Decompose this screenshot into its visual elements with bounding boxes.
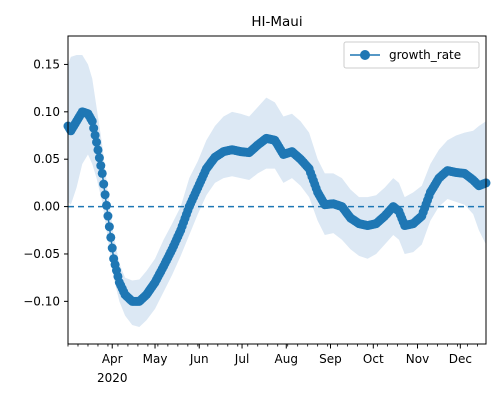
plot-frame [67, 35, 487, 345]
data-point [104, 222, 114, 232]
x-tick-label: Nov [406, 352, 429, 366]
data-point [90, 130, 100, 140]
x-tick-label: Oct [363, 352, 384, 366]
x-tick-label: May [143, 352, 168, 366]
plot-area [63, 54, 491, 327]
y-tick-label: 0.10 [33, 105, 60, 119]
x-tick-label: Apr [102, 352, 123, 366]
data-point [107, 243, 117, 253]
y-tick-label: −0.05 [23, 247, 60, 261]
y-tick-label: 0.05 [33, 152, 60, 166]
data-point [99, 179, 109, 189]
data-point [94, 153, 104, 163]
legend-label-growth-rate: growth_rate [389, 48, 461, 62]
x-year-label: 2020 [97, 371, 128, 385]
data-point [100, 190, 110, 200]
chart-title: HI-Maui [251, 14, 302, 30]
confidence-band [68, 54, 486, 327]
x-tick-label: Aug [275, 352, 298, 366]
data-point [106, 232, 116, 242]
legend-marker-swatch [360, 50, 370, 60]
y-tick-label: 0.00 [33, 200, 60, 214]
data-point [87, 116, 97, 126]
x-tick-label: Dec [449, 352, 472, 366]
axes: −0.10 −0.05 0.00 0.05 0.10 0.15 Apr May Jun Jul Au… [23, 35, 487, 385]
data-point [93, 145, 103, 155]
data-point [89, 123, 99, 133]
data-point [97, 168, 107, 178]
data-point [103, 211, 113, 221]
legend-box [343, 41, 480, 69]
x-tick-label: Sep [319, 352, 342, 366]
data-point [92, 137, 102, 147]
y-tick-label: 0.15 [33, 57, 60, 71]
y-tick-label: −0.10 [23, 294, 60, 308]
x-tick-label: Jul [234, 352, 249, 366]
legend: growth_rate [343, 41, 480, 69]
x-tick-label: Jun [189, 352, 209, 366]
data-point [96, 161, 106, 171]
data-point [102, 200, 112, 210]
